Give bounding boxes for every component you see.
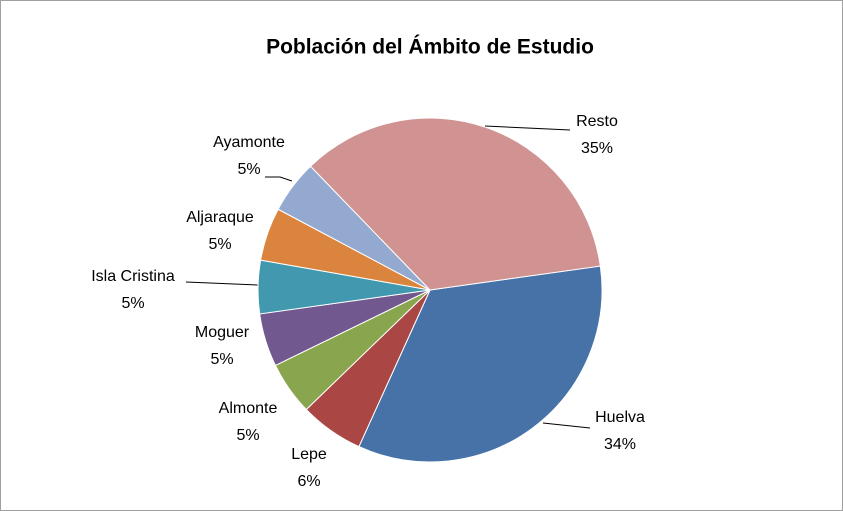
value-label: 34% (604, 436, 636, 453)
slice-label: Almonte (219, 400, 278, 417)
slice-label: Lepe (291, 446, 327, 463)
slice-label: Moguer (195, 324, 250, 341)
value-label: 6% (297, 473, 320, 490)
chart-title: Población del Ámbito de Estudio (266, 36, 594, 59)
leader-line (484, 125, 571, 131)
leader-line (542, 422, 591, 429)
value-label: 5% (237, 161, 260, 178)
pie-slice (358, 265, 603, 463)
slice-label: Huelva (595, 409, 645, 426)
pie-slice (309, 117, 601, 291)
leader-lines (185, 125, 591, 429)
slice-label: Aljaraque (186, 209, 254, 226)
slice-label: Resto (576, 113, 618, 130)
leader-line (265, 176, 293, 182)
slice-label: Isla Cristina (91, 268, 175, 285)
value-label: 5% (121, 295, 144, 312)
leader-line (185, 281, 259, 286)
slice-label: Ayamonte (213, 134, 285, 151)
value-label: 5% (210, 351, 233, 368)
value-label: 5% (208, 236, 231, 253)
value-label: 5% (236, 427, 259, 444)
value-label: 35% (581, 140, 613, 157)
